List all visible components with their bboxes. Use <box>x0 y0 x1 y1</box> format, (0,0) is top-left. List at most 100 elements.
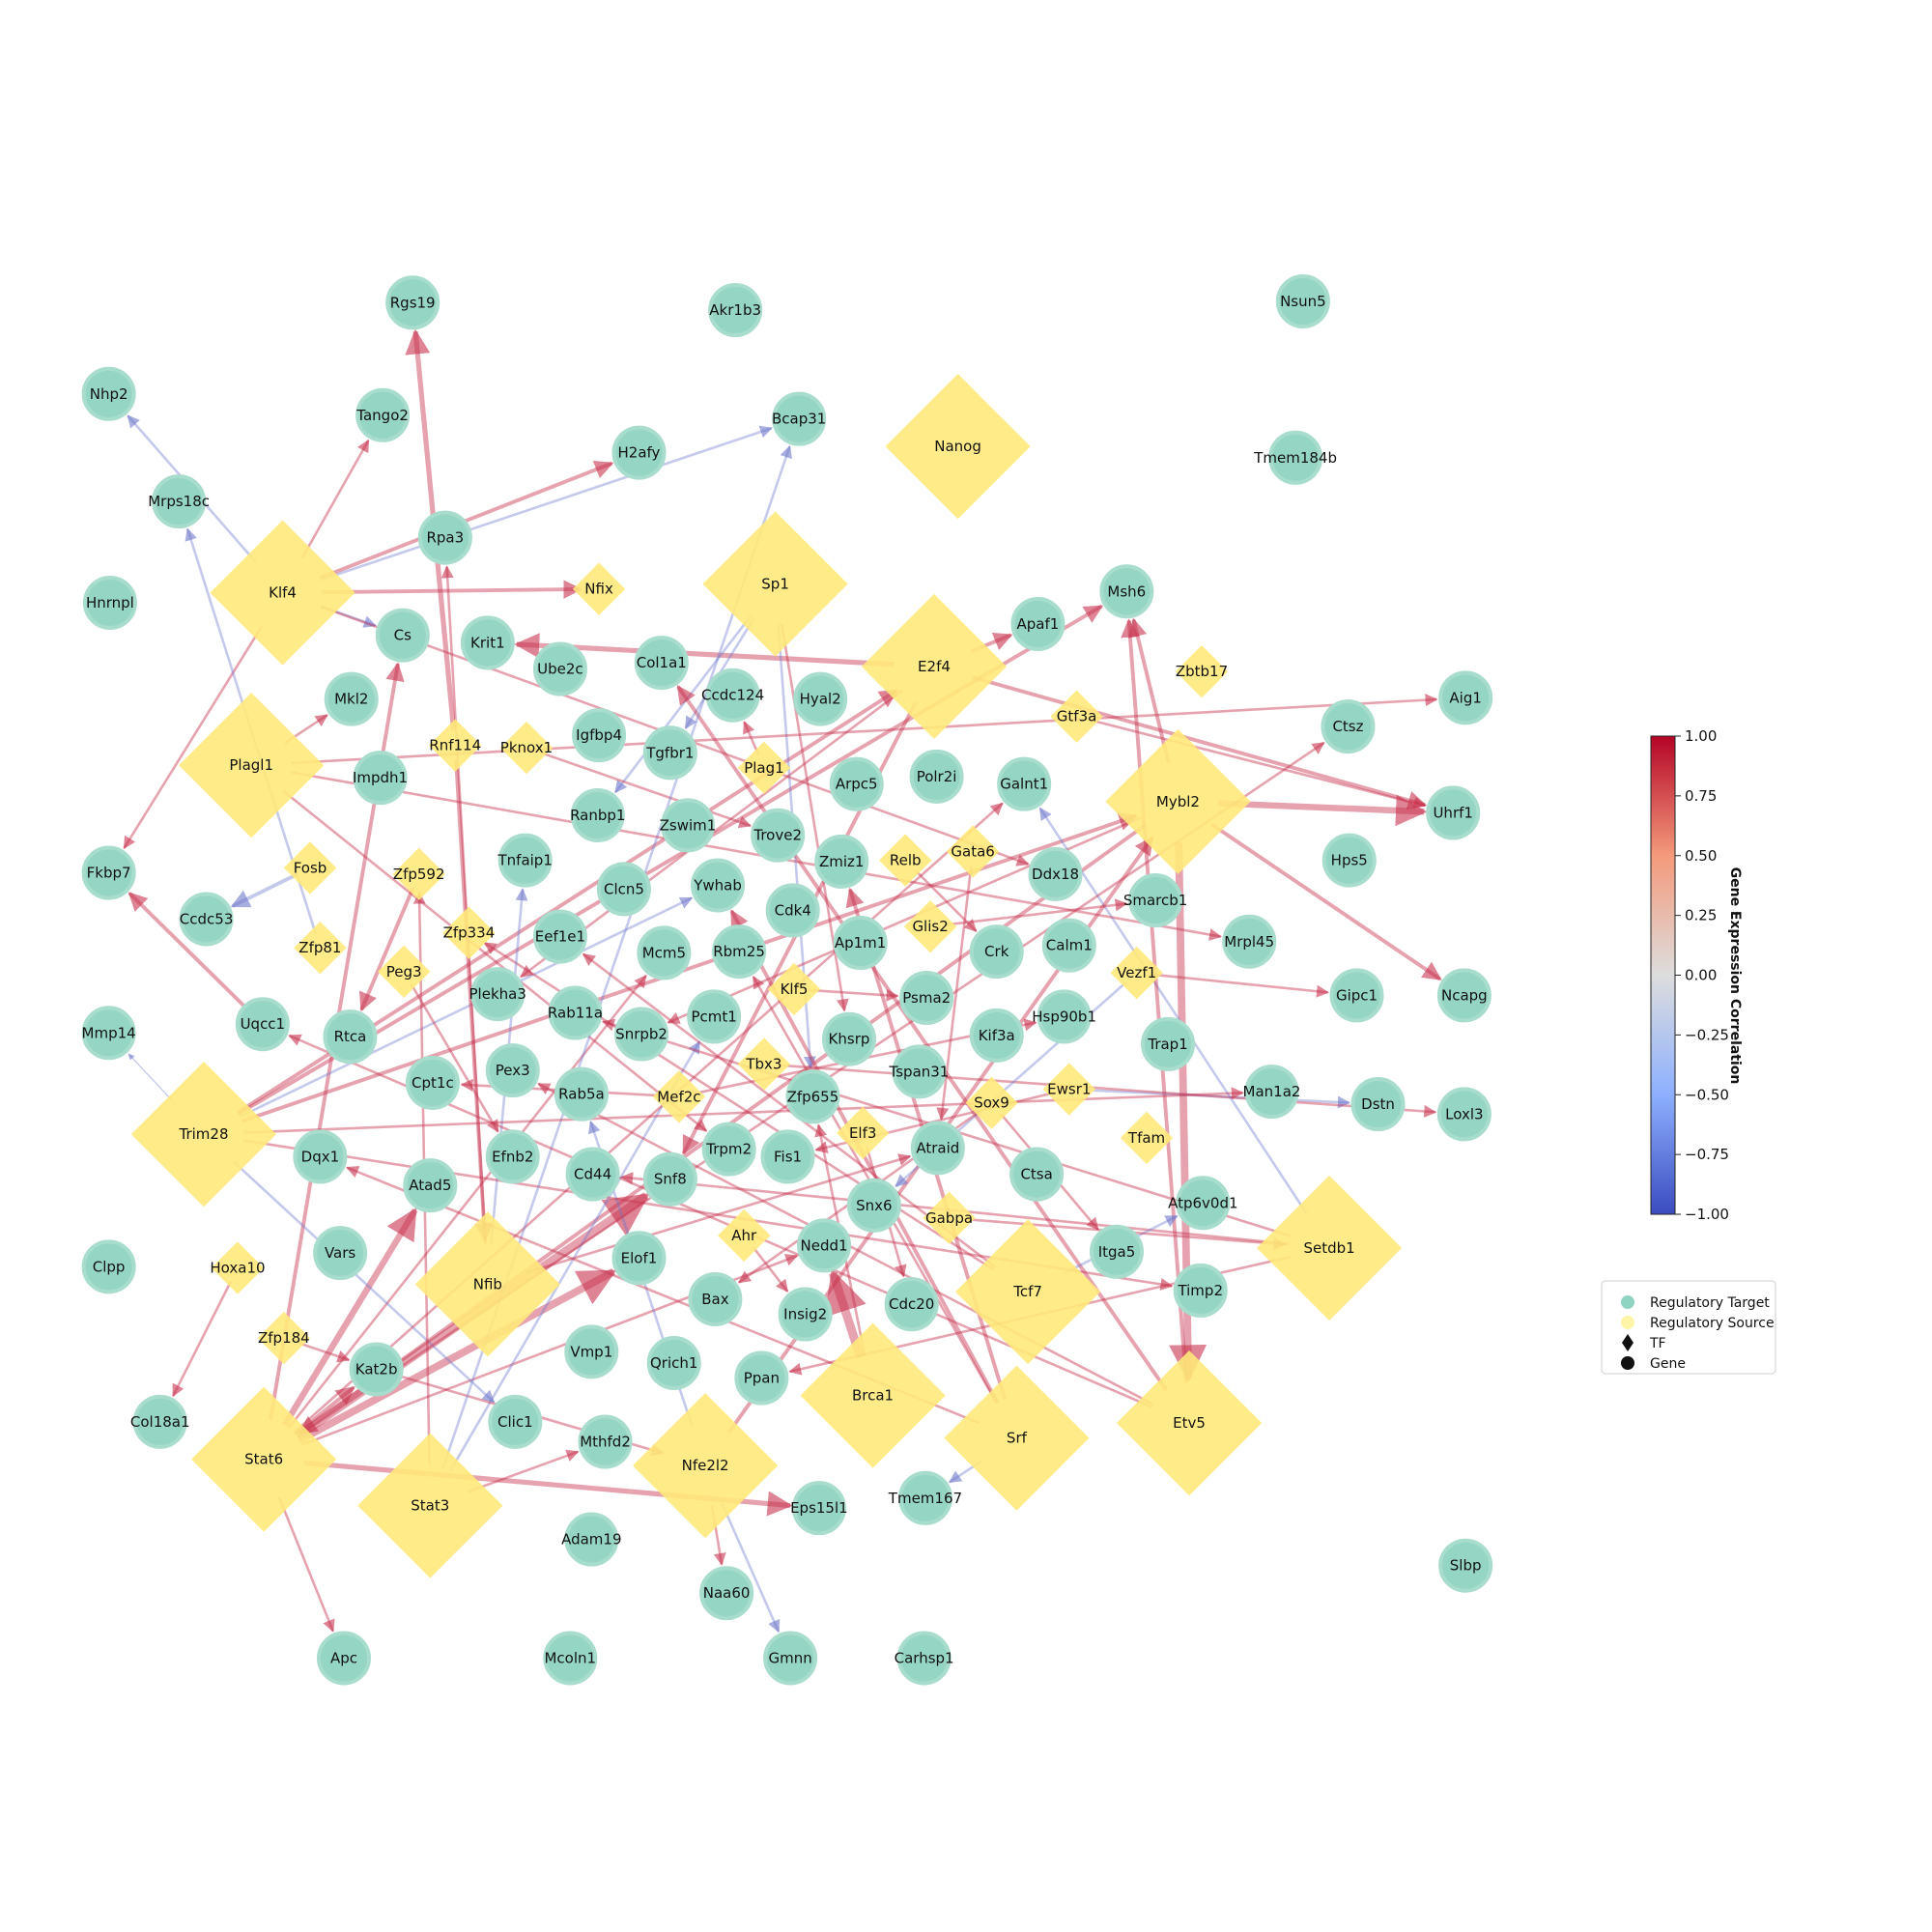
source-node-rnf114[interactable]: Rnf114 <box>429 719 482 772</box>
source-node-sox9[interactable]: Sox9 <box>965 1076 1018 1129</box>
target-node-ppan[interactable]: Ppan <box>734 1350 789 1406</box>
source-node-tcf7[interactable]: Tcf7 <box>954 1219 1101 1365</box>
target-node-zfp655[interactable]: Zfp655 <box>785 1069 840 1124</box>
source-node-stat3[interactable]: Stat3 <box>357 1433 503 1578</box>
target-node-rab5a[interactable]: Rab5a <box>554 1066 609 1122</box>
target-node-uhrf1[interactable]: Uhrf1 <box>1426 785 1481 840</box>
target-node-gmnn[interactable]: Gmnn <box>763 1631 818 1686</box>
target-node-col1a1[interactable]: Col1a1 <box>634 636 689 691</box>
target-node-ddx18[interactable]: Ddx18 <box>1028 846 1083 901</box>
target-node-trpm2[interactable]: Trpm2 <box>701 1122 756 1177</box>
source-node-zbtb17[interactable]: Zbtb17 <box>1175 644 1229 698</box>
target-node-zswim1[interactable]: Zswim1 <box>660 798 717 853</box>
source-node-gtf3a[interactable]: Gtf3a <box>1050 690 1103 743</box>
target-node-vars[interactable]: Vars <box>313 1226 368 1281</box>
source-node-zfp184[interactable]: Zfp184 <box>257 1311 311 1365</box>
source-node-plag1[interactable]: Plag1 <box>737 741 791 795</box>
source-node-pknox1[interactable]: Pknox1 <box>500 721 553 775</box>
target-node-dqx1[interactable]: Dqx1 <box>293 1129 348 1184</box>
target-node-rpa3[interactable]: Rpa3 <box>417 510 472 565</box>
target-node-rtca[interactable]: Rtca <box>323 1009 378 1065</box>
target-node-cdk4[interactable]: Cdk4 <box>765 883 820 938</box>
target-node-tnfaip1[interactable]: Tnfaip1 <box>497 833 553 888</box>
target-node-ctsz[interactable]: Ctsz <box>1321 699 1376 754</box>
source-node-brca1[interactable]: Brca1 <box>800 1322 946 1468</box>
target-node-igfbp4[interactable]: Igfbp4 <box>572 708 627 763</box>
target-node-snx6[interactable]: Snx6 <box>846 1178 901 1233</box>
target-node-bcap31[interactable]: Bcap31 <box>772 391 826 446</box>
target-node-nhp2[interactable]: Nhp2 <box>81 366 136 421</box>
source-node-nfix[interactable]: Nfix <box>572 562 626 615</box>
source-node-tbx3[interactable]: Tbx3 <box>737 1037 791 1091</box>
target-node-hyal2[interactable]: Hyal2 <box>793 671 848 726</box>
source-node-etv5[interactable]: Etv5 <box>1116 1350 1263 1496</box>
source-node-nfe2l2[interactable]: Nfe2l2 <box>633 1393 779 1539</box>
target-node-mrps18c[interactable]: Mrps18c <box>148 474 210 529</box>
source-node-vezf1[interactable]: Vezf1 <box>1110 946 1163 1000</box>
source-node-klf5[interactable]: Klf5 <box>767 962 821 1016</box>
source-node-elf3[interactable]: Elf3 <box>837 1106 890 1159</box>
target-node-vmp1[interactable]: Vmp1 <box>564 1324 619 1379</box>
target-node-hsp90b1[interactable]: Hsp90b1 <box>1032 989 1096 1044</box>
target-node-fkbp7[interactable]: Fkbp7 <box>81 845 136 900</box>
target-node-trap1[interactable]: Trap1 <box>1141 1016 1196 1071</box>
target-node-loxl3[interactable]: Loxl3 <box>1436 1087 1492 1142</box>
target-node-calm1[interactable]: Calm1 <box>1041 918 1096 973</box>
target-node-cdc20[interactable]: Cdc20 <box>884 1277 939 1332</box>
target-node-col18a1[interactable]: Col18a1 <box>130 1394 190 1449</box>
source-node-sp1[interactable]: Sp1 <box>702 511 848 657</box>
target-node-eef1e1[interactable]: Eef1e1 <box>532 909 587 964</box>
target-node-apc[interactable]: Apc <box>316 1631 371 1686</box>
target-node-rbm25[interactable]: Rbm25 <box>712 924 767 980</box>
target-node-aig1[interactable]: Aig1 <box>1438 670 1493 725</box>
target-node-gipc1[interactable]: Gipc1 <box>1329 968 1384 1023</box>
target-node-mmp14[interactable]: Mmp14 <box>82 1006 136 1061</box>
target-node-trove2[interactable]: Trove2 <box>751 808 806 863</box>
target-node-timp2[interactable]: Timp2 <box>1173 1263 1228 1318</box>
target-node-arpc5[interactable]: Arpc5 <box>829 756 884 811</box>
target-node-krit1[interactable]: Krit1 <box>460 615 515 670</box>
source-node-trim28[interactable]: Trim28 <box>130 1062 277 1208</box>
source-node-fosb[interactable]: Fosb <box>283 841 337 895</box>
target-node-akr1b3[interactable]: Akr1b3 <box>708 283 763 338</box>
source-node-zfp592[interactable]: Zfp592 <box>392 847 445 901</box>
target-node-pcmt1[interactable]: Pcmt1 <box>687 989 742 1044</box>
source-node-mef2c[interactable]: Mef2c <box>652 1070 706 1123</box>
target-node-kat2b[interactable]: Kat2b <box>349 1342 404 1397</box>
target-node-clpp[interactable]: Clpp <box>81 1239 136 1294</box>
target-node-ap1m1[interactable]: Ap1m1 <box>833 916 888 971</box>
source-node-hoxa10[interactable]: Hoxa10 <box>210 1241 266 1294</box>
target-node-cs[interactable]: Cs <box>375 608 430 663</box>
target-node-tgfbr1[interactable]: Tgfbr1 <box>642 725 697 781</box>
target-node-tspan31[interactable]: Tspan31 <box>889 1044 950 1099</box>
source-node-zfp334[interactable]: Zfp334 <box>442 906 496 959</box>
target-node-ccdc124[interactable]: Ccdc124 <box>701 668 764 723</box>
source-node-glis2[interactable]: Glis2 <box>903 900 957 953</box>
source-node-nanog[interactable]: Nanog <box>885 374 1031 520</box>
target-node-snrpb2[interactable]: Snrpb2 <box>614 1007 669 1062</box>
target-node-rab11a[interactable]: Rab11a <box>548 985 603 1040</box>
target-node-ranbp1[interactable]: Ranbp1 <box>570 788 625 843</box>
target-node-eps15l1[interactable]: Eps15l1 <box>790 1481 848 1536</box>
target-node-galnt1[interactable]: Galnt1 <box>997 756 1052 811</box>
target-node-hnrnpl[interactable]: Hnrnpl <box>82 575 137 630</box>
target-node-mthfd2[interactable]: Mthfd2 <box>578 1414 633 1469</box>
target-node-carhsp1[interactable]: Carhsp1 <box>895 1631 954 1686</box>
target-node-adam19[interactable]: Adam19 <box>561 1512 622 1567</box>
target-node-mcoln1[interactable]: Mcoln1 <box>543 1631 598 1686</box>
target-node-cd44[interactable]: Cd44 <box>565 1147 620 1202</box>
target-node-rgs19[interactable]: Rgs19 <box>385 275 440 330</box>
target-node-tango2[interactable]: Tango2 <box>355 387 411 442</box>
target-node-tmem184b[interactable]: Tmem184b <box>1253 430 1337 485</box>
target-node-ncapg[interactable]: Ncapg <box>1436 968 1492 1023</box>
target-node-cpt1c[interactable]: Cpt1c <box>405 1056 460 1111</box>
target-node-nedd1[interactable]: Nedd1 <box>797 1218 852 1273</box>
target-node-ctsa[interactable]: Ctsa <box>1009 1147 1065 1202</box>
target-node-plekha3[interactable]: Plekha3 <box>469 967 526 1022</box>
target-node-zmiz1[interactable]: Zmiz1 <box>814 834 869 889</box>
target-node-atad5[interactable]: Atad5 <box>403 1158 458 1213</box>
target-node-atraid[interactable]: Atraid <box>910 1121 965 1176</box>
target-node-uqcc1[interactable]: Uqcc1 <box>235 997 290 1052</box>
source-node-nfib[interactable]: Nfib <box>414 1211 560 1357</box>
source-node-ewsr1[interactable]: Ewsr1 <box>1042 1063 1095 1116</box>
